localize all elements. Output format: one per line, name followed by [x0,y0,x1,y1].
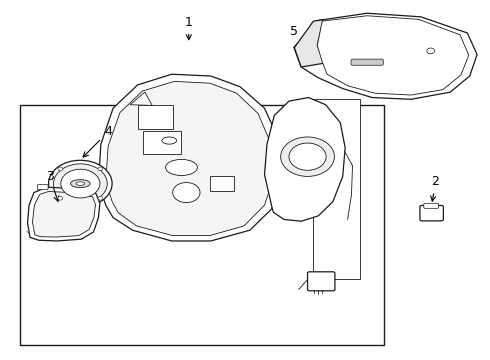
Polygon shape [27,187,100,241]
Text: 4: 4 [83,125,112,157]
Circle shape [289,143,326,170]
Circle shape [58,167,63,171]
Text: 3: 3 [46,170,59,201]
Polygon shape [318,16,469,95]
Text: 2: 2 [431,175,440,201]
Polygon shape [98,74,282,241]
Ellipse shape [76,182,85,185]
Circle shape [427,48,435,54]
Ellipse shape [162,137,176,144]
FancyBboxPatch shape [424,203,439,208]
Circle shape [49,160,112,207]
Ellipse shape [71,180,90,188]
Polygon shape [32,192,96,237]
Circle shape [98,197,103,200]
Polygon shape [294,20,325,67]
Polygon shape [130,92,152,105]
FancyBboxPatch shape [144,131,180,154]
Circle shape [172,183,200,203]
Polygon shape [265,98,345,221]
Polygon shape [294,13,477,99]
Circle shape [53,164,107,203]
FancyBboxPatch shape [37,185,48,190]
Text: 5: 5 [290,25,308,49]
FancyBboxPatch shape [210,176,234,192]
FancyBboxPatch shape [314,99,360,279]
Ellipse shape [166,159,197,176]
FancyBboxPatch shape [308,272,335,291]
Bar [20,105,384,345]
FancyBboxPatch shape [139,105,173,129]
Circle shape [98,167,103,171]
Circle shape [281,137,334,176]
FancyBboxPatch shape [420,206,443,221]
Circle shape [61,169,100,198]
Text: 1: 1 [185,16,193,40]
Polygon shape [106,81,273,235]
Circle shape [58,197,63,200]
FancyBboxPatch shape [351,59,383,65]
